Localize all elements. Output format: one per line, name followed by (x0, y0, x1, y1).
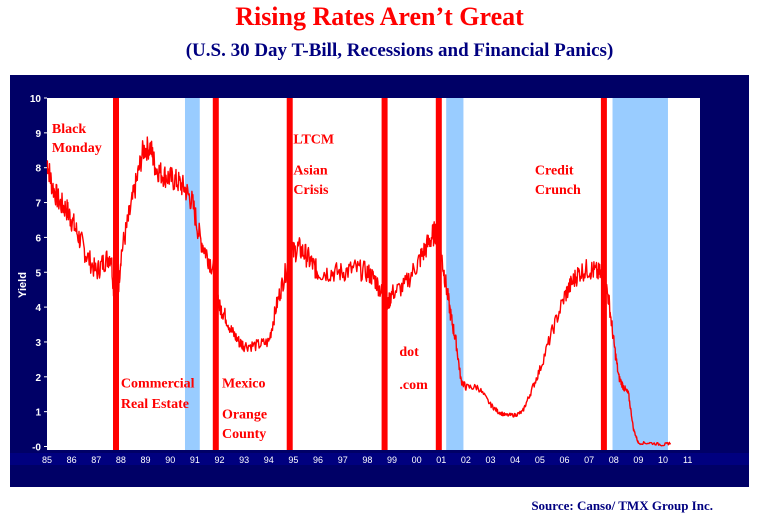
x-tick-label: 02 (461, 455, 471, 465)
chart-subtitle: (U.S. 30 Day T-Bill, Recessions and Fina… (185, 40, 614, 61)
recession-band (184, 98, 200, 450)
x-axis-band (10, 453, 749, 465)
x-tick-label: 86 (67, 455, 77, 465)
x-tick-label: 94 (264, 455, 274, 465)
x-tick-label: 08 (609, 455, 619, 465)
annotation-label: Crisis (293, 183, 329, 198)
x-tick-label: 91 (190, 455, 200, 465)
annotation-label: Commercial (121, 376, 195, 391)
annotation-label: Black (52, 122, 86, 137)
x-tick-label: 92 (214, 455, 224, 465)
x-tick-label: 97 (338, 455, 348, 465)
panic-line (381, 98, 388, 450)
recession-band (612, 98, 668, 450)
x-tick-label: 07 (584, 455, 594, 465)
annotation-label: Mexico (222, 376, 266, 391)
annotation-label: Orange (222, 408, 267, 423)
x-tick-label: 09 (633, 455, 643, 465)
y-tick-label: 9 (35, 129, 41, 140)
annotation-label: Credit (535, 164, 574, 179)
x-tick-label: 85 (42, 455, 52, 465)
annotation-label: LTCM (293, 132, 334, 147)
panic-line (600, 98, 607, 450)
x-tick-label: 05 (535, 455, 545, 465)
x-tick-label: 87 (91, 455, 101, 465)
x-tick-label: 03 (486, 455, 496, 465)
y-tick-label: 4 (35, 303, 41, 314)
annotations: Black Monday Commercial Real Estate Mexico Or… (52, 122, 581, 442)
x-tick-label: 06 (559, 455, 569, 465)
y-tick-label: 2 (35, 373, 41, 384)
x-tick-label: 10 (658, 455, 668, 465)
y-tick-label: 3 (35, 338, 41, 349)
yield-chart: Black Monday Commercial Real Estate Mexico Or… (10, 75, 749, 487)
x-tick-label: 93 (239, 455, 249, 465)
x-axis-ticks: 85 86 87 88 89 90 91 92 93 94 95 96 97 98 99 00 01 02 03 04… (42, 455, 692, 465)
x-tick-label: 98 (362, 455, 372, 465)
panic-line (112, 98, 119, 450)
recession-shading (184, 98, 668, 450)
x-tick-label: 01 (436, 455, 446, 465)
x-tick-label: 89 (141, 455, 151, 465)
series-line-tbill (46, 136, 672, 447)
source-note: Source: Canso/ TMX Group Inc. (531, 498, 713, 513)
x-tick-label: 96 (313, 455, 323, 465)
x-tick-label: 04 (510, 455, 520, 465)
panic-line (286, 98, 293, 450)
x-tick-label: 90 (165, 455, 175, 465)
x-tick-label: 11 (683, 455, 692, 465)
recession-band (446, 98, 464, 450)
annotation-label: dot (399, 345, 419, 360)
y-tick-label: 6 (35, 233, 41, 244)
y-tick-label: 1 (35, 408, 41, 419)
x-tick-label: 95 (288, 455, 298, 465)
y-tick-label: -0 (32, 443, 41, 454)
panic-line (435, 98, 442, 450)
annotation-label: Crunch (535, 183, 581, 198)
x-tick-label: 88 (116, 455, 126, 465)
annotation-label: .com (399, 378, 428, 393)
x-tick-label: 99 (387, 455, 397, 465)
y-tick-label: 5 (35, 268, 41, 279)
chart-title: Rising Rates Aren’t Great (235, 2, 524, 31)
annotation-label: Real Estate (121, 397, 189, 412)
y-axis-ticks: -0 1 2 3 4 5 6 7 8 9 10 (30, 94, 47, 454)
y-tick-label: 8 (35, 164, 41, 175)
y-axis-label: Yield (17, 272, 29, 298)
y-tick-label: 10 (30, 94, 42, 105)
x-tick-label: 00 (412, 455, 422, 465)
y-tick-label: 7 (35, 199, 41, 210)
annotation-label: Monday (52, 141, 102, 156)
annotation-label: County (222, 427, 266, 442)
annotation-label: Asian (293, 164, 327, 179)
